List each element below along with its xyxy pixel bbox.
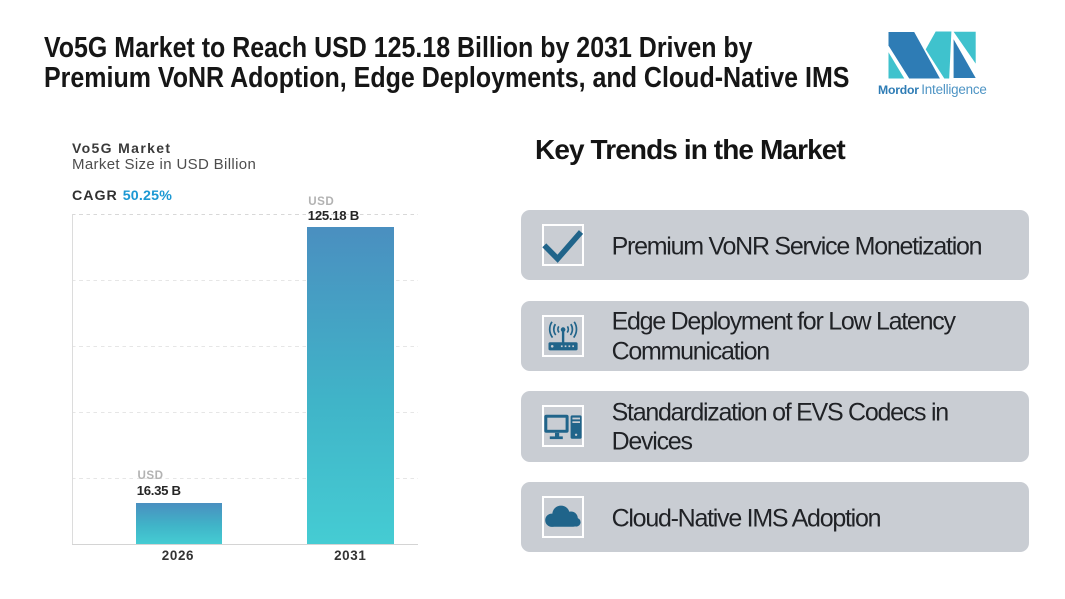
svg-text:MordorIntelligence: Mordor Intelligence [878,82,987,97]
